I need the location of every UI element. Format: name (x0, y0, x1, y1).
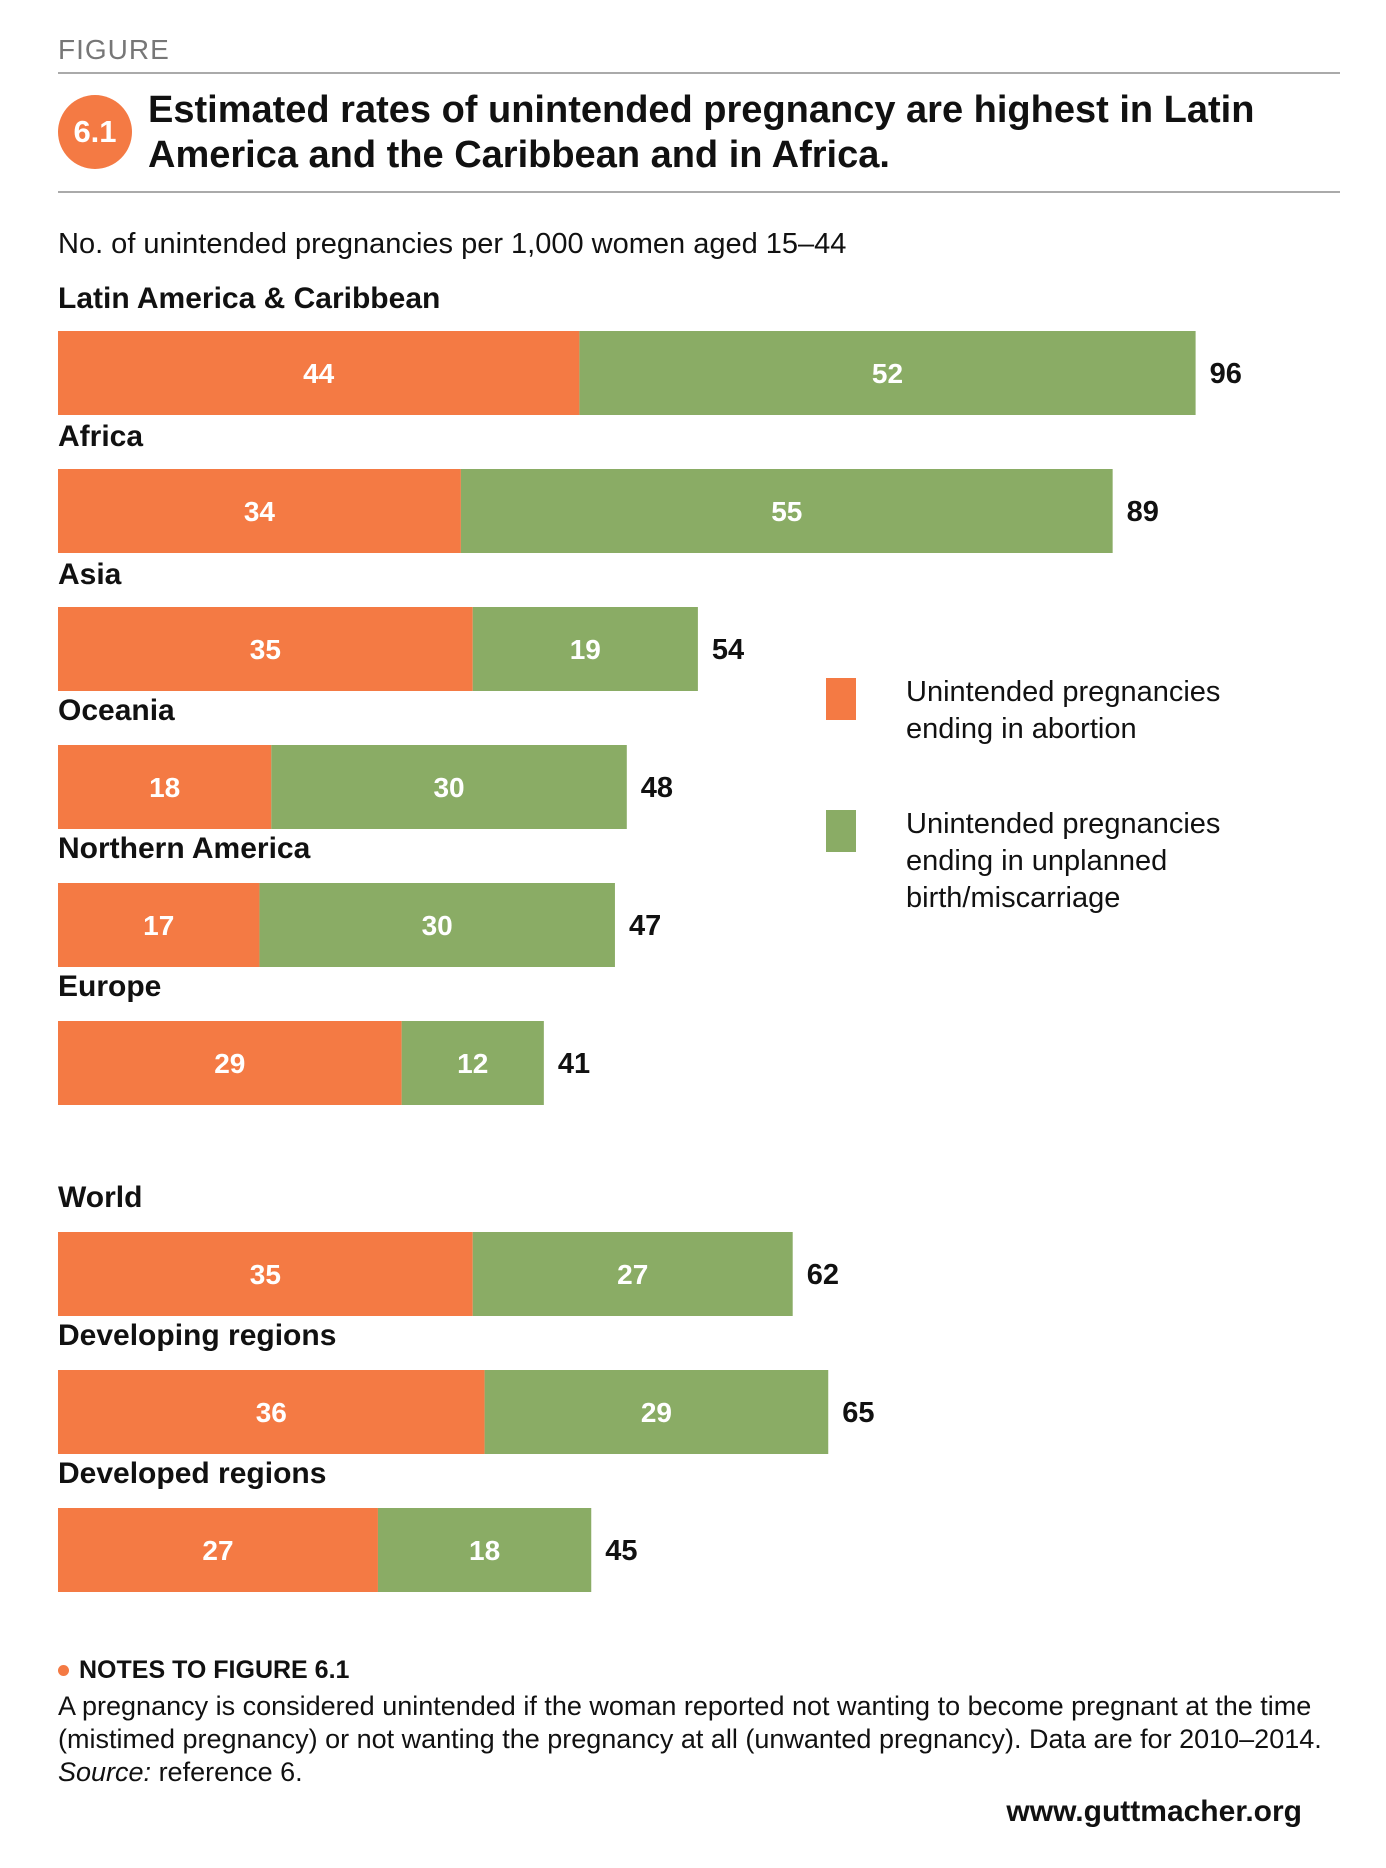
category-label-world: World (58, 1181, 142, 1214)
bar-birth-developed-regions (377, 1508, 592, 1592)
category-label-latin-america-caribbean: Latin America & Caribbean (58, 282, 440, 315)
legend-swatch-birth (826, 810, 856, 852)
bar-birth-africa (460, 469, 1113, 553)
bar-abortion-latin-america-caribbean (58, 331, 580, 415)
value-label-abortion-latin-america-caribbean: 44 (303, 358, 335, 389)
bar-abortion-developing-regions (58, 1370, 485, 1454)
category-label-northern-america: Northern America (58, 832, 311, 865)
value-label-birth-africa: 55 (771, 496, 802, 527)
value-label-birth-world: 27 (617, 1259, 648, 1290)
bar-abortion-developed-regions (58, 1508, 378, 1592)
legend-label-birth: Unintended pregnancies ending in unplann… (906, 808, 1221, 914)
bar-abortion-europe (58, 1021, 402, 1105)
bar-birth-oceania (271, 745, 627, 829)
total-label-europe: 41 (558, 1048, 590, 1080)
notes-source-label: Source: (58, 1757, 152, 1787)
value-label-abortion-europe: 29 (214, 1048, 245, 1079)
bar-birth-asia (472, 607, 698, 691)
total-label-asia: 54 (712, 634, 744, 666)
bar-birth-northern-america (259, 883, 615, 967)
value-label-birth-latin-america-caribbean: 52 (872, 358, 903, 389)
footer-url: www.guttmacher.org (1006, 1795, 1302, 1828)
value-label-birth-asia: 19 (570, 634, 601, 665)
value-label-birth-developed-regions: 18 (469, 1535, 500, 1566)
total-label-northern-america: 47 (629, 910, 661, 942)
bar-abortion-africa (58, 469, 461, 553)
bar-abortion-asia (58, 607, 473, 691)
total-label-africa: 89 (1127, 496, 1159, 528)
title-rule (58, 191, 1340, 193)
value-label-birth-oceania: 30 (433, 772, 464, 803)
value-label-abortion-asia: 35 (250, 634, 281, 665)
notes-text: A pregnancy is considered unintended if … (58, 1691, 1322, 1754)
bar-birth-latin-america-caribbean (579, 331, 1196, 415)
total-label-developing-regions: 65 (842, 1397, 874, 1429)
bar-abortion-northern-america (58, 883, 260, 967)
value-label-birth-northern-america: 30 (422, 910, 453, 941)
legend-swatch-abortion (826, 678, 856, 720)
bullet-dot-icon (58, 1665, 69, 1676)
category-label-europe: Europe (58, 970, 161, 1003)
bar-abortion-world (58, 1232, 473, 1316)
value-label-abortion-developed-regions: 27 (202, 1535, 233, 1566)
figure-title: Estimated rates of unintended pregnancy … (148, 89, 1255, 176)
figure-number-badge: 6.1 (58, 95, 132, 169)
notes-body: A pregnancy is considered unintended if … (58, 1690, 1328, 1789)
bar-birth-world (472, 1232, 793, 1316)
total-label-latin-america-caribbean: 96 (1210, 358, 1242, 390)
value-label-birth-developing-regions: 29 (641, 1397, 672, 1428)
notes-source-text: reference 6. (151, 1757, 303, 1787)
top-rule (58, 72, 1340, 74)
bar-abortion-oceania (58, 745, 272, 829)
category-label-asia: Asia (58, 558, 122, 591)
total-label-developed-regions: 45 (605, 1535, 637, 1567)
legend-item-abortion: Unintended pregnancies ending in abortio… (826, 674, 1296, 748)
total-label-oceania: 48 (641, 772, 673, 804)
legend-label-abortion: Unintended pregnancies ending in abortio… (906, 676, 1221, 745)
category-label-oceania: Oceania (58, 694, 175, 727)
value-label-birth-europe: 12 (457, 1048, 488, 1079)
notes-heading-text: NOTES TO FIGURE 6.1 (79, 1656, 350, 1684)
value-label-abortion-africa: 34 (244, 496, 276, 527)
category-label-developing-regions: Developing regions (58, 1319, 336, 1352)
category-label-developed-regions: Developed regions (58, 1457, 326, 1490)
value-label-abortion-world: 35 (250, 1259, 281, 1290)
stacked-bar-chart: Latin America & Caribbean 44 52 96 Africa 34 5… (58, 282, 1242, 1592)
figure-kicker: FIGURE (58, 34, 170, 65)
value-label-abortion-developing-regions: 36 (256, 1397, 287, 1428)
total-label-world: 62 (807, 1259, 839, 1291)
value-label-abortion-northern-america: 17 (143, 910, 174, 941)
bar-birth-europe (401, 1021, 544, 1105)
category-label-africa: Africa (58, 420, 143, 453)
value-label-abortion-oceania: 18 (149, 772, 180, 803)
legend-item-birth: Unintended pregnancies ending in unplann… (826, 806, 1296, 917)
notes-heading: NOTES TO FIGURE 6.1 (58, 1656, 349, 1685)
bar-birth-developing-regions (484, 1370, 829, 1454)
chart-subtitle: No. of unintended pregnancies per 1,000 … (58, 228, 847, 260)
